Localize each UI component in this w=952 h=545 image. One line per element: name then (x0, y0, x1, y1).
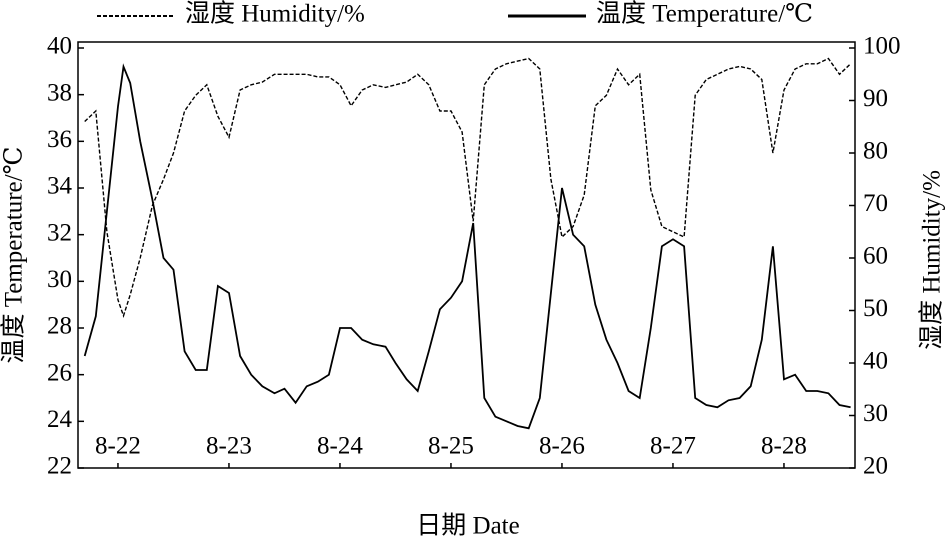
y2-tick-label: 100 (863, 33, 901, 60)
y-tick-label: 30 (47, 266, 72, 293)
x-tick-label: 8-27 (650, 433, 696, 460)
x-tick-label: 8-28 (761, 433, 807, 460)
y-tick-label: 24 (47, 406, 73, 433)
y2-tick-label: 30 (863, 400, 888, 427)
y2-tick-label: 80 (863, 138, 888, 165)
x-axis-label: 日期 Date (416, 513, 519, 540)
y2-tick-label: 60 (863, 243, 888, 270)
y2-axis-label: 湿度 Humidity/% (918, 170, 946, 350)
x-tick-label: 8-23 (206, 433, 252, 460)
x-tick-label: 8-26 (539, 433, 585, 460)
x-tick-label: 8-24 (317, 433, 363, 460)
y-tick-label: 36 (47, 126, 72, 153)
y-tick-label: 32 (47, 219, 72, 246)
y-tick-label: 34 (47, 173, 73, 200)
y-tick-label: 28 (47, 313, 72, 340)
y2-tick-label: 20 (863, 453, 888, 480)
data-line (84, 57, 852, 319)
x-tick-label: 8-25 (428, 433, 474, 460)
y-tick-label: 38 (47, 79, 72, 106)
plot-frame (77, 41, 856, 469)
x-tick-label: 8-22 (95, 433, 141, 460)
y2-tick-label: 50 (863, 295, 888, 322)
y2-tick-label: 70 (863, 190, 888, 217)
y-tick-label: 40 (47, 33, 72, 60)
legend-label: 温度 Temperature/℃ (596, 0, 813, 28)
y-axis-label: 温度 Temperature/℃ (0, 146, 28, 363)
y2-tick-label: 40 (863, 348, 888, 375)
y2-tick-label: 90 (863, 85, 888, 112)
y-tick-label: 22 (47, 453, 72, 480)
legend-label: 湿度 Humidity/% (185, 0, 365, 28)
y-tick-label: 26 (47, 359, 72, 386)
data-line (83, 63, 851, 430)
